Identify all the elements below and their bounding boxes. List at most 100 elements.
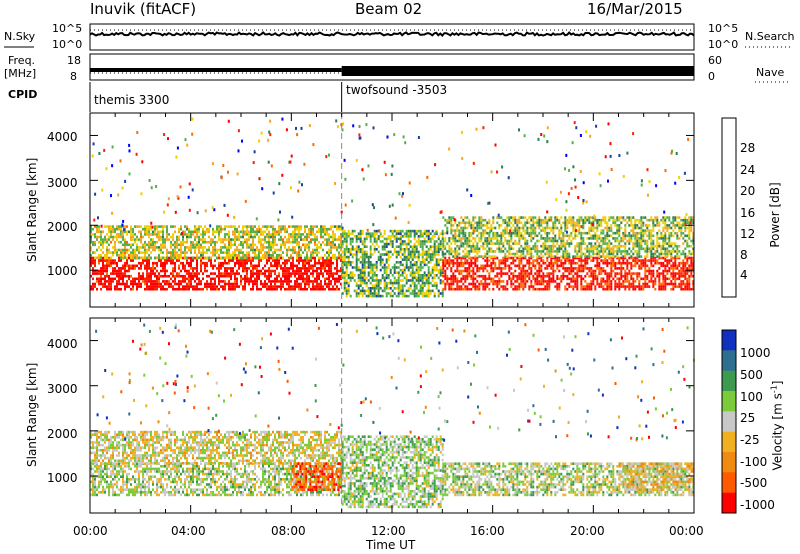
power-cell xyxy=(580,256,583,260)
power-cell xyxy=(460,277,463,281)
power-cell xyxy=(524,242,527,245)
power-cell xyxy=(351,266,354,269)
power-cell xyxy=(198,280,200,283)
power-cell xyxy=(556,259,559,262)
power-cell xyxy=(168,280,170,283)
power-cell xyxy=(176,259,178,262)
power-cell xyxy=(236,230,238,234)
power-cell xyxy=(212,287,214,291)
power-cell xyxy=(534,226,537,230)
power-cell xyxy=(433,274,436,277)
power-cell xyxy=(634,285,637,288)
power-cell xyxy=(320,225,322,228)
power-cell xyxy=(544,237,547,240)
power-cell xyxy=(371,274,374,277)
power-cell xyxy=(328,267,330,270)
power-cell xyxy=(322,264,324,268)
power-cell xyxy=(480,280,483,283)
power-cell xyxy=(594,231,597,235)
power-cell xyxy=(608,218,611,222)
power-cell xyxy=(666,261,669,265)
power-cell xyxy=(288,272,290,275)
power-cell xyxy=(634,259,637,262)
power-cell xyxy=(530,218,533,222)
power-cell xyxy=(462,282,465,286)
power-cell xyxy=(330,264,332,268)
power-cell xyxy=(236,277,238,281)
power-cell xyxy=(326,264,328,268)
power-cell xyxy=(106,259,108,262)
power-cell xyxy=(132,227,134,231)
power-cell xyxy=(194,256,196,260)
power-cell xyxy=(174,274,176,278)
power-cell xyxy=(296,264,298,268)
power-cell xyxy=(448,285,451,288)
power-cell xyxy=(266,251,268,254)
power-cell xyxy=(158,233,160,236)
power-cell xyxy=(381,258,384,261)
power-cell xyxy=(274,277,276,281)
power-cell xyxy=(417,292,420,295)
power-cell xyxy=(558,229,561,232)
power-cell xyxy=(401,240,404,243)
power-cell xyxy=(460,244,463,248)
power-cell xyxy=(401,289,404,293)
power-cell xyxy=(590,216,593,219)
power-cell xyxy=(608,247,611,251)
power-cell xyxy=(220,251,222,254)
power-cell xyxy=(100,269,102,273)
power-cell xyxy=(347,250,350,254)
power-cell xyxy=(482,256,485,260)
power-cell xyxy=(258,269,260,273)
power-cell xyxy=(180,274,182,278)
power-cell xyxy=(248,253,250,257)
power-cell xyxy=(676,264,679,268)
power-cell xyxy=(662,269,665,273)
power-cell xyxy=(662,280,665,283)
power-cell xyxy=(566,224,569,227)
power-cell xyxy=(234,261,236,265)
power-cell xyxy=(242,251,244,254)
power-cell xyxy=(363,255,366,259)
power-cell xyxy=(518,255,521,258)
power-cell xyxy=(234,256,236,260)
power-cell xyxy=(670,282,673,286)
power-cell xyxy=(476,269,479,273)
power-cell xyxy=(206,261,208,265)
power-cell xyxy=(534,267,537,270)
power-cell xyxy=(214,246,216,249)
power-cell xyxy=(604,242,607,245)
power-cell xyxy=(524,280,527,283)
power-cell xyxy=(630,277,633,281)
power-cell xyxy=(234,251,236,254)
power-cell xyxy=(383,253,386,256)
cpid-label: CPID xyxy=(8,88,38,101)
power-cell xyxy=(448,218,451,222)
power-cell xyxy=(214,285,216,288)
power-cell xyxy=(458,272,461,275)
power-cell xyxy=(446,250,449,253)
power-cell xyxy=(170,240,172,244)
power-cell xyxy=(278,285,280,288)
power-cell xyxy=(439,279,442,282)
power-cell xyxy=(381,235,384,238)
power-cell xyxy=(224,280,226,283)
power-cell xyxy=(324,269,326,273)
power-cell xyxy=(444,272,447,275)
power-cell xyxy=(534,216,537,219)
power-cell xyxy=(218,235,220,239)
power-cell xyxy=(256,256,258,260)
power-cell xyxy=(564,259,567,262)
power-cell xyxy=(156,227,158,231)
power-cell xyxy=(456,269,459,273)
power-cell xyxy=(108,235,110,239)
power-cell xyxy=(150,285,152,288)
power-cell xyxy=(576,244,579,248)
power-cell xyxy=(610,274,613,278)
power-cell xyxy=(393,235,396,238)
power-cell xyxy=(500,259,503,262)
power-cell xyxy=(584,264,587,268)
power-cell xyxy=(572,226,575,230)
power-cell xyxy=(150,256,152,260)
power-cell xyxy=(389,279,392,282)
